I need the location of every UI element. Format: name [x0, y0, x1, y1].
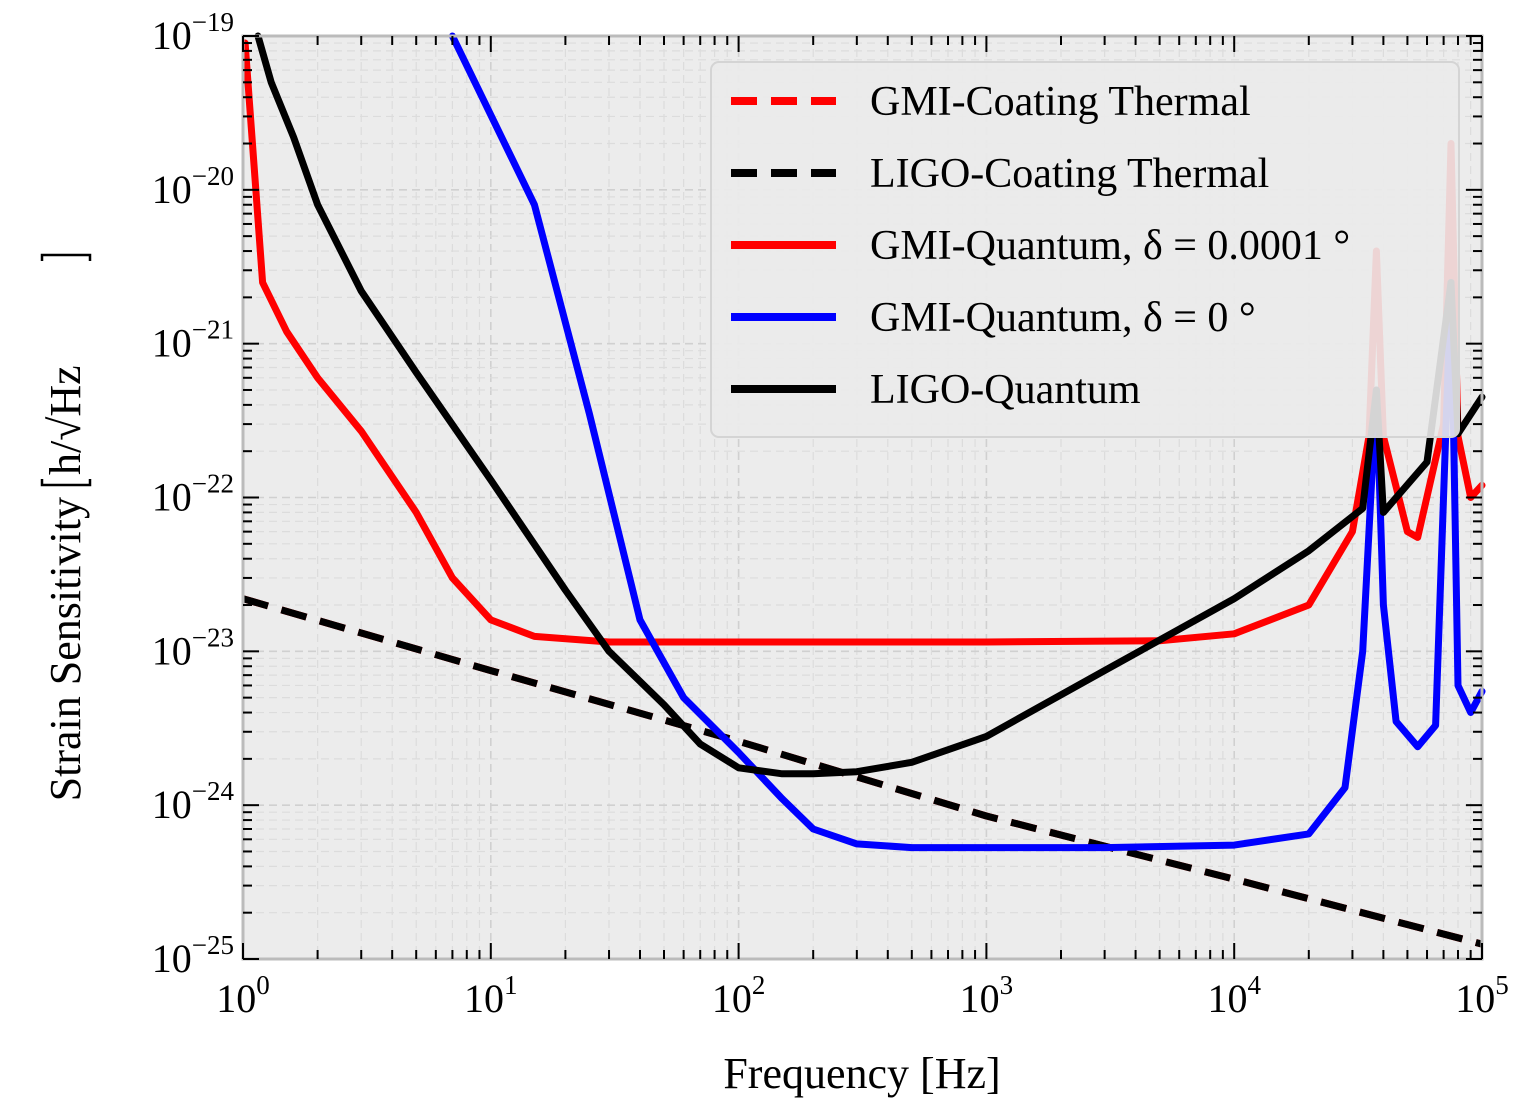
tick-labels: 100 101 102 103 104 10510−2510−2410−2310−2210… — [152, 7, 1509, 1021]
x-tick-base: 10 — [1207, 976, 1247, 1021]
x-tick-label: 103 — [960, 970, 1014, 1021]
series-line-5 — [254, 32, 1486, 778]
y-tick-base: 10 — [152, 475, 192, 520]
y-tick-base: 10 — [152, 628, 192, 673]
legend-label-2: LIGO-Coating Thermal — [870, 151, 1269, 197]
y-tick-label: 10−24 — [152, 776, 235, 827]
legend-label-5: LIGO-Quantum — [870, 367, 1141, 413]
y-tick-base: 10 — [152, 782, 192, 827]
series-line-2 — [242, 595, 1483, 948]
y-axis-label: Strain Sensitivity — [41, 497, 90, 801]
x-tick-exp: 3 — [1000, 970, 1014, 1000]
y-axis-unit: h/√Hz — [40, 253, 92, 487]
x-tick-exp: 5 — [1495, 970, 1509, 1000]
legend-box — [710, 61, 1460, 438]
x-tick-label: 101 — [464, 970, 518, 1021]
x-axis-label: Frequency [Hz] — [723, 1049, 1000, 1098]
y-tick-base: 10 — [152, 13, 192, 58]
legend-label-3: GMI-Quantum, δ = 0.0001 ° — [870, 223, 1350, 269]
y-tick-base: 10 — [152, 167, 192, 212]
legend-label-1: GMI-Coating Thermal — [870, 79, 1251, 125]
y-axis-unit-text: h/√Hz — [41, 365, 90, 475]
x-tick-exp: 2 — [752, 970, 766, 1000]
y-tick-exp: −19 — [192, 7, 234, 37]
axis-ticks — [242, 35, 1483, 960]
y-tick-exp: −24 — [192, 776, 235, 806]
y-tick-label: 10−23 — [152, 622, 234, 673]
x-tick-base: 10 — [712, 976, 752, 1021]
x-tick-base: 10 — [464, 976, 504, 1021]
x-tick-base: 10 — [1455, 976, 1495, 1021]
x-tick-exp: 4 — [1247, 970, 1261, 1000]
x-tick-base: 10 — [960, 976, 1000, 1021]
y-axis-label-group: Strain Sensitivity h/√Hz — [40, 253, 92, 801]
curves — [241, 32, 1486, 948]
x-tick-label: 100 — [216, 970, 270, 1021]
y-tick-base: 10 — [152, 321, 192, 366]
x-tick-exp: 1 — [504, 970, 518, 1000]
y-tick-label: 10−25 — [152, 930, 234, 981]
y-tick-exp: −25 — [192, 930, 234, 960]
y-tick-label: 10−19 — [152, 7, 234, 58]
y-tick-label: 10−20 — [152, 161, 234, 212]
x-tick-label: 105 — [1455, 970, 1509, 1021]
y-tick-label: 10−21 — [152, 315, 234, 366]
x-tick-exp: 0 — [256, 970, 270, 1000]
y-tick-exp: −21 — [192, 315, 234, 345]
x-tick-label: 102 — [712, 970, 766, 1021]
y-tick-exp: −22 — [192, 469, 234, 499]
x-tick-label: 104 — [1207, 970, 1261, 1021]
y-tick-base: 10 — [152, 936, 192, 981]
y-tick-exp: −23 — [192, 622, 234, 652]
series-line-3 — [241, 39, 1486, 646]
series-line-4 — [448, 32, 1486, 852]
y-tick-exp: −20 — [192, 161, 234, 191]
y-tick-label: 10−22 — [152, 469, 234, 520]
legend: GMI-Coating Thermal LIGO-Coating Thermal G… — [710, 61, 1460, 438]
x-tick-base: 10 — [216, 976, 256, 1021]
legend-label-4: GMI-Quantum, δ = 0 ° — [870, 295, 1256, 341]
